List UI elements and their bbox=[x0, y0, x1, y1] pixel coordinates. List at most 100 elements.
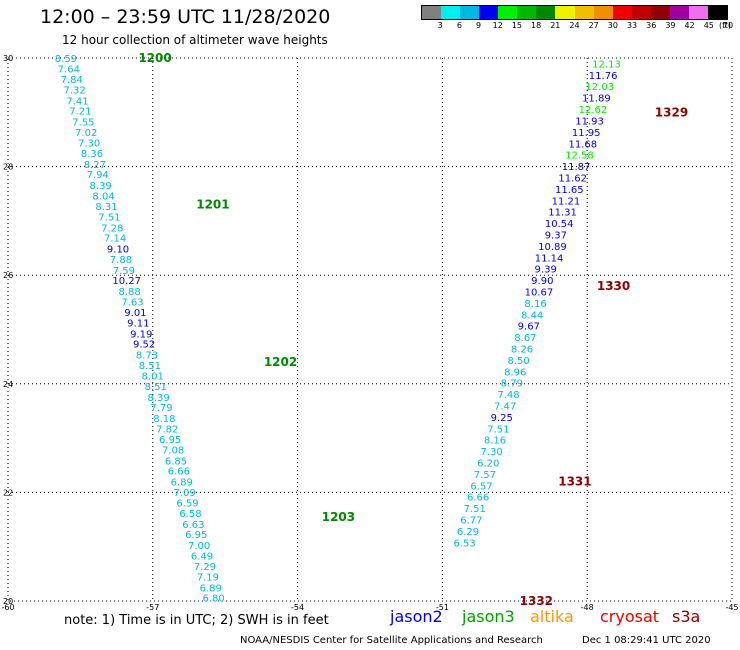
wave-height-value: 8.39 bbox=[147, 393, 169, 404]
wave-height-value: 11.87 bbox=[562, 162, 591, 173]
y-tick-label: 20 bbox=[3, 597, 13, 606]
pass-time-label: 1203 bbox=[322, 510, 355, 524]
wave-height-value: 6.77 bbox=[460, 516, 482, 527]
wave-height-value: 8.26 bbox=[511, 345, 533, 356]
pass-time-label: 1202 bbox=[264, 355, 297, 369]
wave-height-value: 9.19 bbox=[130, 329, 152, 340]
legend-item-jason3: jason3 bbox=[462, 607, 515, 626]
wave-height-value: 6.49 bbox=[191, 551, 213, 562]
scale-label: 70 bbox=[722, 21, 734, 30]
wave-height-value: 7.63 bbox=[121, 297, 143, 308]
wave-height-value: 10.27 bbox=[112, 276, 141, 287]
wave-height-value: 12.58 bbox=[565, 151, 594, 162]
wave-height-value: 7.32 bbox=[63, 85, 85, 96]
pass-time-label: 1329 bbox=[655, 105, 688, 119]
scale-swatch bbox=[460, 6, 480, 19]
scale-label: 12 bbox=[492, 21, 503, 30]
scale-swatch bbox=[707, 6, 727, 19]
wave-height-value: 7.88 bbox=[110, 255, 132, 266]
wave-height-value: 6.57 bbox=[470, 481, 492, 492]
color-scale-bar bbox=[421, 5, 728, 20]
wave-height-value: 8.96 bbox=[504, 367, 526, 378]
scale-swatch bbox=[422, 6, 442, 19]
wave-height-value: 8.18 bbox=[153, 414, 175, 425]
wave-height-value: 8.51 bbox=[145, 382, 167, 393]
scale-label: 6 bbox=[456, 21, 462, 30]
wave-height-value: 6.85 bbox=[165, 456, 187, 467]
scale-swatch bbox=[669, 6, 689, 19]
wave-height-value: 11.65 bbox=[555, 185, 584, 196]
wave-height-value: 10.89 bbox=[538, 242, 567, 253]
page-title: 12:00 – 23:59 UTC 11/28/2020 bbox=[40, 6, 331, 28]
wave-height-value: 11.76 bbox=[589, 71, 618, 82]
wave-height-value: 7.84 bbox=[61, 75, 83, 86]
x-tick-label: -51 bbox=[436, 603, 449, 612]
scale-label: 9 bbox=[476, 21, 482, 30]
wave-height-value: 9.11 bbox=[127, 318, 149, 329]
wave-height-value: 6.80 bbox=[202, 594, 224, 605]
wave-height-value: 11.68 bbox=[569, 139, 598, 150]
scale-label: 45 bbox=[703, 21, 714, 30]
wave-height-value: 10.67 bbox=[525, 287, 554, 298]
color-scale-labels: 3 6 9 12 15 18 21 24 27 30 33 36 39 42 45 70 (ft) bbox=[421, 21, 734, 33]
scale-label: 42 bbox=[684, 21, 695, 30]
wave-height-value: 7.48 bbox=[497, 390, 519, 401]
scale-label: 30 bbox=[607, 21, 618, 30]
scale-swatch bbox=[574, 6, 594, 19]
wave-height-value: 7.57 bbox=[474, 470, 496, 481]
wave-height-value: 7.82 bbox=[156, 424, 178, 435]
wave-height-value: 11.31 bbox=[548, 208, 577, 219]
generated-timestamp: Dec 1 08:29:41 UTC 2020 bbox=[582, 635, 711, 646]
wave-height-value: 12.03 bbox=[585, 82, 614, 93]
scale-unit: (ft) bbox=[718, 21, 732, 30]
wave-height-value: 8.50 bbox=[508, 356, 530, 367]
scale-label: 15 bbox=[511, 21, 523, 30]
wave-height-value: 8.39 bbox=[90, 181, 112, 192]
wave-height-value: 8.36 bbox=[81, 149, 103, 160]
wave-height-value: 11.95 bbox=[572, 128, 601, 139]
wave-height-value: 8.16 bbox=[524, 299, 546, 310]
scale-swatch bbox=[479, 6, 499, 19]
wave-height-value: 7.21 bbox=[69, 107, 91, 118]
y-tick-label: 22 bbox=[3, 488, 13, 497]
wave-height-value: 8.31 bbox=[95, 202, 117, 213]
scale-label: 33 bbox=[626, 21, 638, 30]
wave-height-value: 6.29 bbox=[457, 527, 479, 538]
scale-swatch bbox=[498, 6, 518, 19]
scale-swatch bbox=[650, 6, 670, 19]
wave-height-value: 6.95 bbox=[159, 435, 181, 446]
scale-label: 18 bbox=[531, 21, 542, 30]
wave-height-value: 8.44 bbox=[521, 310, 543, 321]
wave-height-value: 7.29 bbox=[194, 562, 216, 573]
wave-height-value: 8.51 bbox=[139, 361, 161, 372]
wave-height-value: 7.59 bbox=[113, 266, 135, 277]
scale-label: 21 bbox=[550, 21, 561, 30]
wave-height-value: 7.19 bbox=[197, 573, 219, 584]
wave-height-value: 8.59 bbox=[55, 54, 77, 65]
wave-height-value: 9.90 bbox=[531, 276, 553, 287]
wave-height-value: 7.30 bbox=[78, 139, 100, 150]
x-tick-label: -57 bbox=[146, 603, 159, 612]
wave-height-value: 6.59 bbox=[176, 499, 198, 510]
wave-height-value: 9.10 bbox=[107, 245, 129, 256]
wave-height-value: 7.00 bbox=[188, 541, 210, 552]
wave-height-value: 7.79 bbox=[150, 403, 172, 414]
credit-line: NOAA/NESDIS Center for Satellite Applica… bbox=[240, 635, 543, 646]
wave-height-value: 7.41 bbox=[66, 96, 88, 107]
scale-swatch bbox=[517, 6, 537, 19]
wave-height-value: 11.62 bbox=[558, 173, 587, 184]
wave-height-value: 8.04 bbox=[92, 191, 114, 202]
legend-item-jason2: jason2 bbox=[390, 607, 443, 626]
wave-height-value: 9.52 bbox=[133, 340, 155, 351]
wave-height-value: 7.08 bbox=[162, 446, 184, 457]
wave-height-value: 6.89 bbox=[200, 583, 222, 594]
wave-height-value: 6.63 bbox=[182, 520, 204, 531]
pass-time-label: 1200 bbox=[138, 51, 171, 65]
scale-label: 36 bbox=[646, 21, 657, 30]
scale-swatch bbox=[631, 6, 651, 19]
wave-height-value: 6.95 bbox=[185, 530, 207, 541]
map-frame bbox=[7, 57, 733, 602]
wave-height-value: 7.55 bbox=[72, 118, 94, 129]
scale-label: 24 bbox=[569, 21, 580, 30]
